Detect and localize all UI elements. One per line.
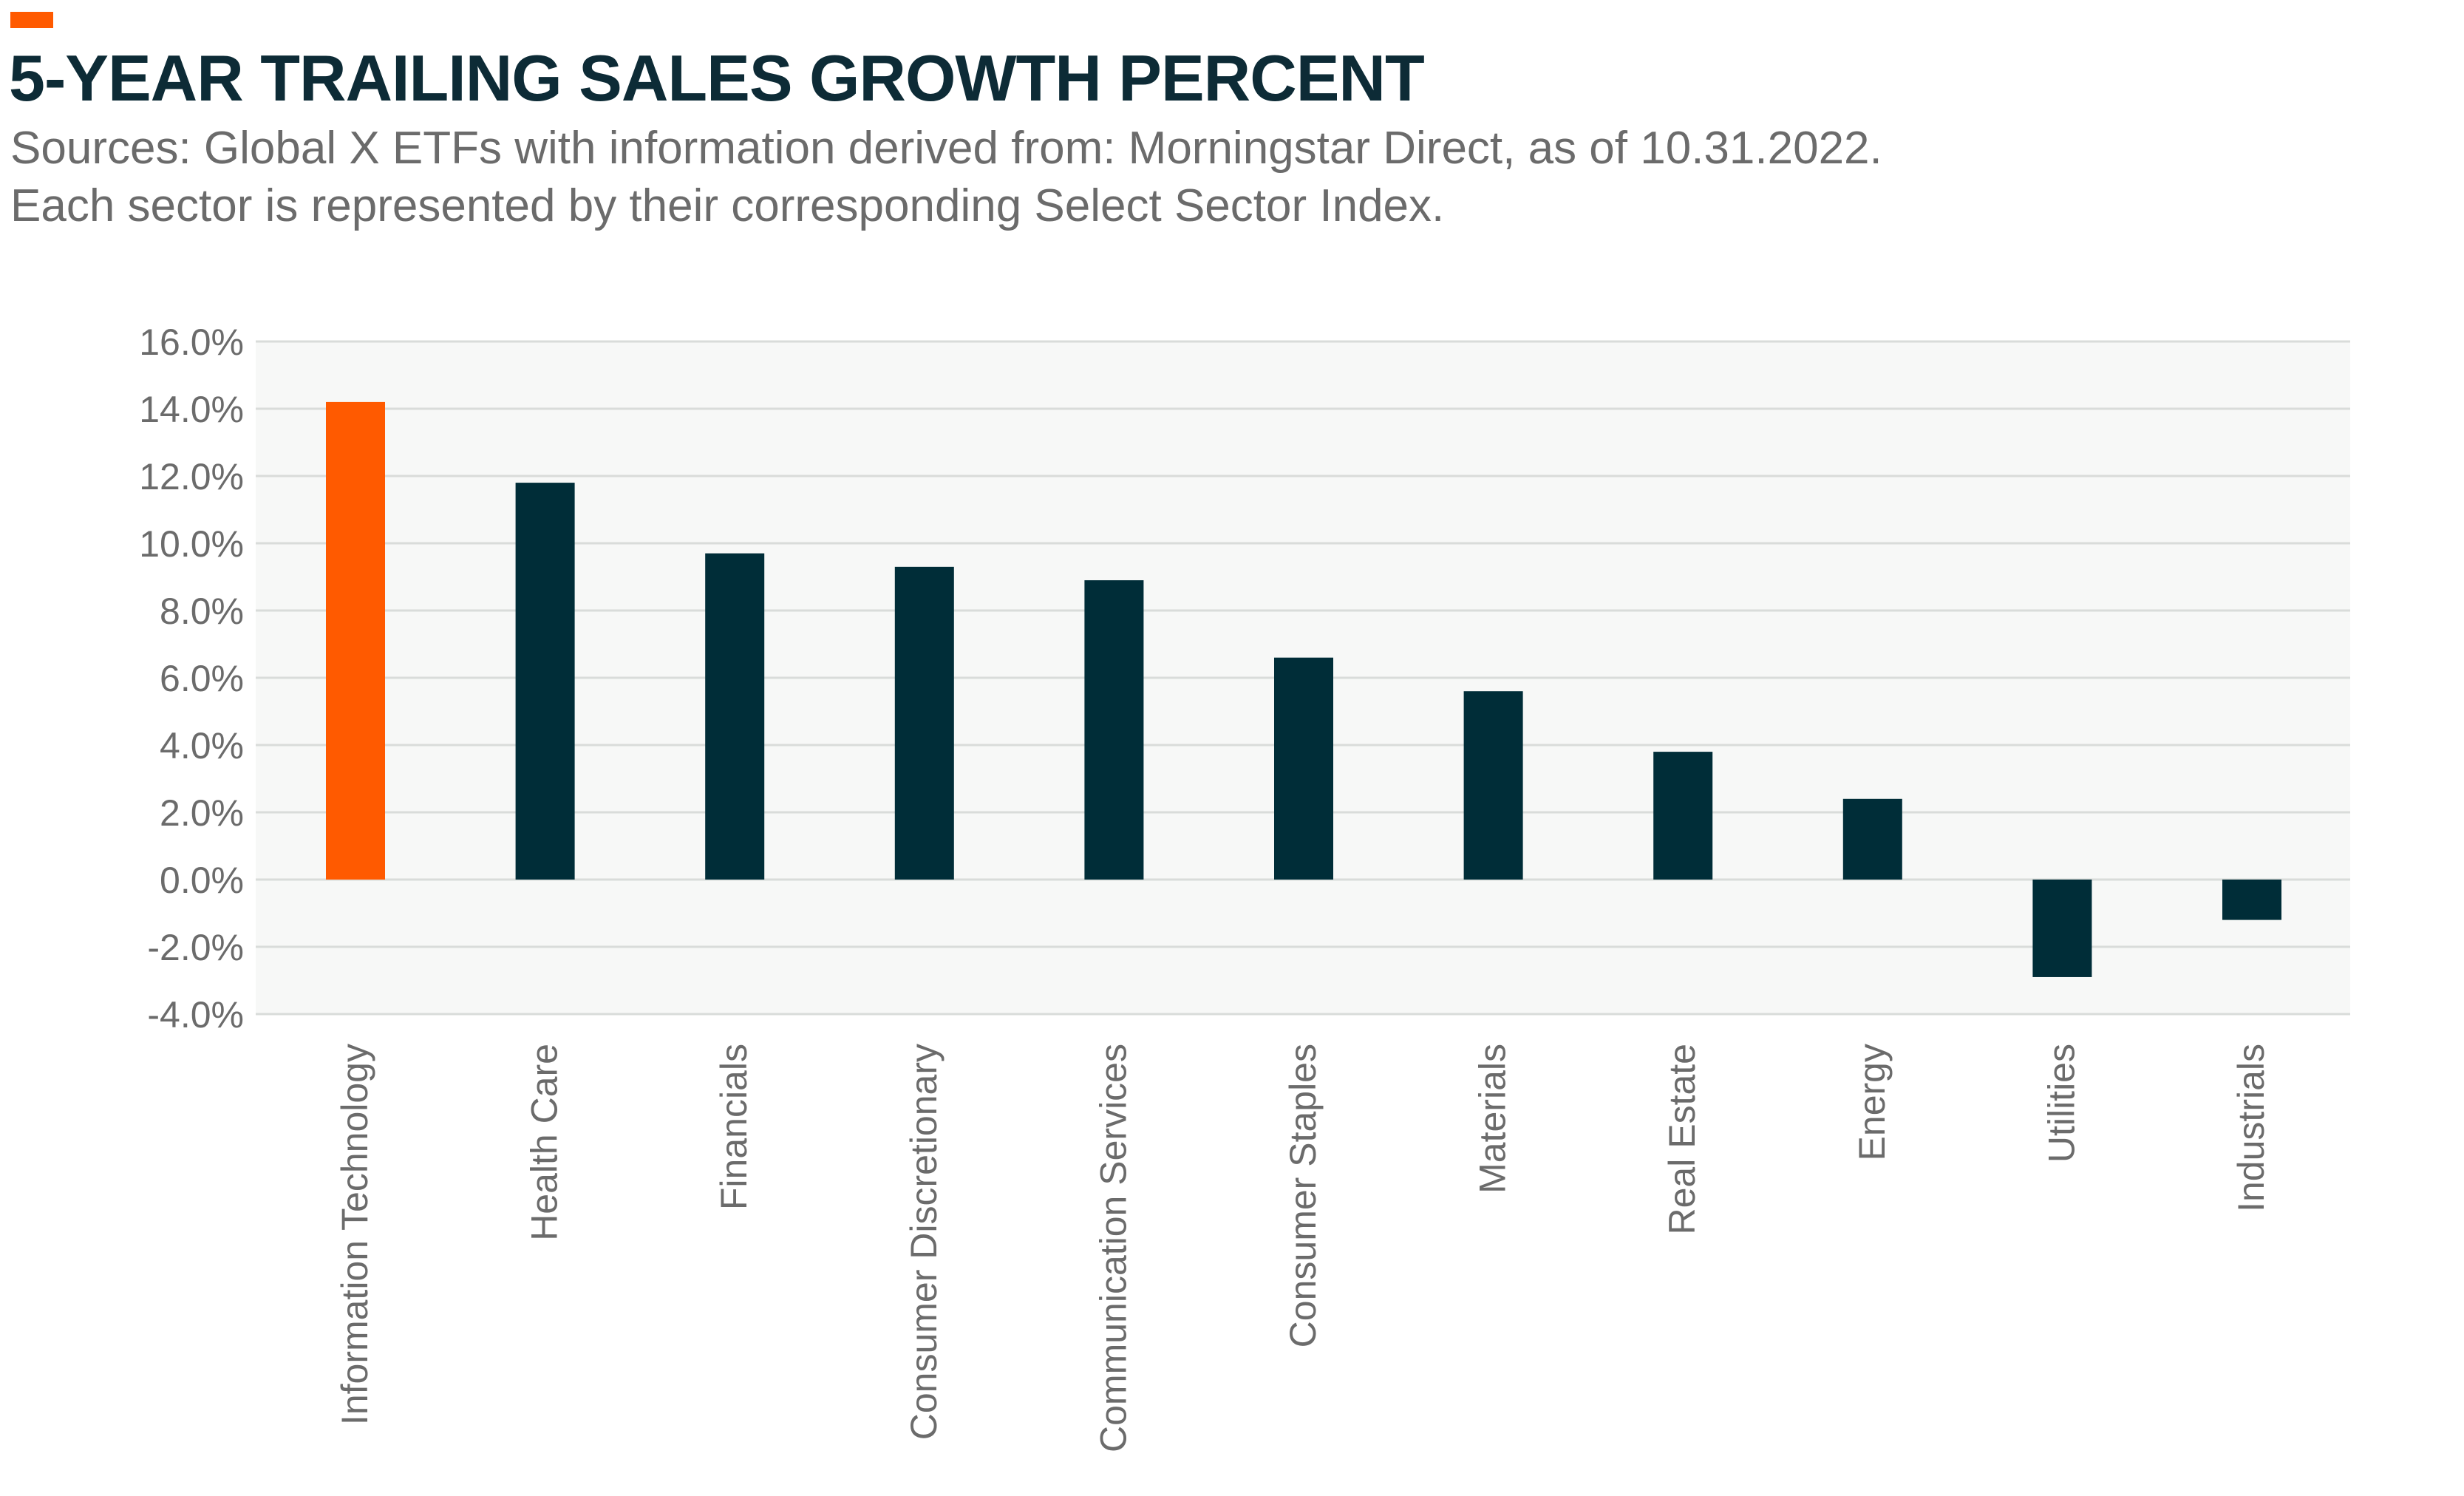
x-category-label: Health Care [524,1044,565,1241]
y-tick-label: 6.0% [160,658,244,699]
y-tick-label: 14.0% [139,389,244,430]
chart-source-note: Sources: Global X ETFs with information … [10,123,1882,174]
bar [894,566,954,880]
y-tick-label: 2.0% [160,792,244,834]
x-category-label: Energy [1851,1044,1893,1160]
bar [1653,752,1713,880]
chart-title: 5-YEAR TRAILING SALES GROWTH PERCENT [9,41,1425,115]
x-category-label: Materials [1472,1044,1514,1194]
y-tick-label: 0.0% [160,860,244,901]
bar [705,553,765,880]
accent-bar [10,12,53,28]
chart-methodology-note: Each sector is represented by their corr… [10,180,1445,231]
bar [515,483,575,880]
y-tick-label: -2.0% [147,927,244,968]
y-axis-tick-labels: 16.0% 14.0% 12.0% 10.0% 8.0% 6.0% 4.0% 2.0% 0.0%… [139,322,244,1036]
bar [1463,691,1523,880]
bar [1274,657,1333,880]
x-category-label: Financials [713,1044,755,1210]
y-tick-label: 12.0% [139,456,244,497]
bar [326,401,385,880]
bar [2222,880,2281,920]
x-category-label: Information Technology [334,1044,375,1425]
bar [2032,880,2092,977]
y-tick-label: 16.0% [139,322,244,363]
bars [326,401,2281,977]
y-tick-label: -4.0% [147,994,244,1036]
x-category-label: Consumer Staples [1282,1044,1324,1347]
x-category-label: Utilities [2041,1044,2082,1163]
x-axis-category-labels: Information Technology Health Care Financi… [334,1044,2272,1452]
bar [1842,798,1902,880]
x-category-label: Industrials [2230,1044,2272,1212]
y-tick-label: 10.0% [139,523,244,565]
x-category-label: Real Estate [1661,1044,1703,1234]
x-category-label: Communication Services [1092,1044,1134,1452]
x-category-label: Consumer Discretionary [903,1044,945,1440]
y-tick-label: 4.0% [160,725,244,766]
y-tick-label: 8.0% [160,591,244,632]
bar [1084,580,1144,880]
